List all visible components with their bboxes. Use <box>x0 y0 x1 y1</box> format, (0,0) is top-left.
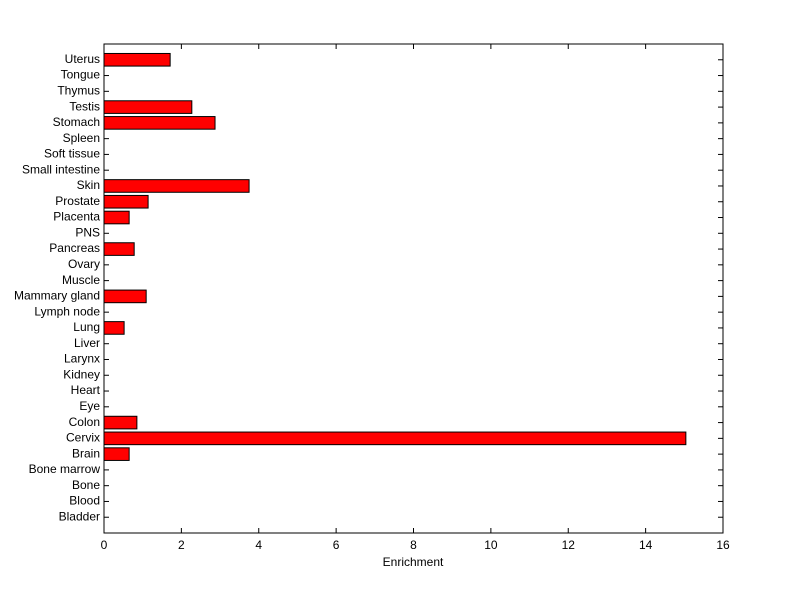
x-tick-label: 6 <box>333 538 340 552</box>
y-tick-label: Lung <box>73 320 100 334</box>
y-tick-label: Small intestine <box>22 162 100 176</box>
x-tick-label: 0 <box>101 538 108 552</box>
y-tick-label: Heart <box>71 383 101 397</box>
y-tick-label: Pancreas <box>49 241 100 255</box>
y-tick-label: Spleen <box>63 131 100 145</box>
y-tick-label: Bone marrow <box>29 462 101 476</box>
y-tick-label: Placenta <box>53 210 100 224</box>
y-tick-label: Kidney <box>63 367 100 381</box>
y-tick-label: Prostate <box>55 194 100 208</box>
y-tick-label: Tongue <box>61 68 101 82</box>
bar <box>103 194 149 209</box>
y-tick-label: Blood <box>69 494 100 508</box>
x-tick-label: 8 <box>410 538 417 552</box>
bar <box>103 116 216 130</box>
y-tick-label: Eye <box>79 399 100 413</box>
x-tick-label: 4 <box>255 538 262 552</box>
y-tick-label: PNS <box>75 225 100 239</box>
y-tick-label: Lymph node <box>34 304 100 318</box>
y-tick-label: Bladder <box>59 509 100 523</box>
x-tick-label: 16 <box>716 538 730 552</box>
bar <box>103 52 171 67</box>
x-tick-label: 12 <box>562 538 576 552</box>
y-tick-label: Soft tissue <box>44 147 100 161</box>
y-tick-label: Stomach <box>53 115 100 129</box>
bar <box>103 242 135 256</box>
x-axis-label: Enrichment <box>383 555 444 569</box>
x-tick-label: 14 <box>639 538 653 552</box>
y-tick-label: Thymus <box>57 83 100 97</box>
bar <box>103 447 130 461</box>
y-tick-label: Mammary gland <box>14 289 100 303</box>
y-tick-label: Skin <box>77 178 100 192</box>
bar <box>103 179 250 193</box>
bar <box>103 415 138 430</box>
y-tick-label: Liver <box>74 336 100 350</box>
y-tick-label: Muscle <box>62 273 100 287</box>
y-tick-label: Cervix <box>66 431 100 445</box>
y-tick-label: Ovary <box>68 257 100 271</box>
x-tick-label: 2 <box>178 538 185 552</box>
y-tick-label: Brain <box>72 446 100 460</box>
bar <box>103 431 687 446</box>
x-tick-label: 10 <box>484 538 498 552</box>
bar <box>103 321 125 335</box>
bar <box>103 210 130 225</box>
y-tick-label: Larynx <box>64 352 100 366</box>
bar <box>103 100 193 114</box>
y-tick-label: Testis <box>69 99 100 113</box>
bar <box>103 289 147 304</box>
y-tick-label: Uterus <box>65 52 100 66</box>
y-tick-label: Bone <box>72 478 100 492</box>
y-tick-label: Colon <box>69 415 100 429</box>
